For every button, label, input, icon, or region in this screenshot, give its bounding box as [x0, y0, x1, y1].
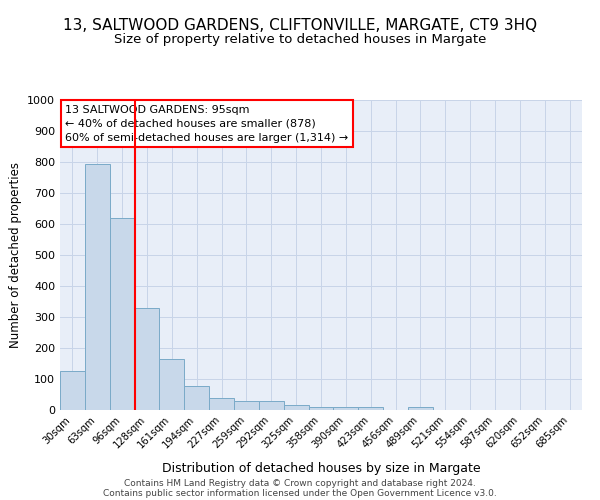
Bar	[209, 398, 234, 410]
Bar	[60, 371, 85, 410]
Bar	[234, 402, 259, 410]
Text: 13 SALTWOOD GARDENS: 95sqm
← 40% of detached houses are smaller (878)
60% of sem: 13 SALTWOOD GARDENS: 95sqm ← 40% of deta…	[65, 104, 349, 142]
Bar	[284, 406, 308, 410]
X-axis label: Distribution of detached houses by size in Margate: Distribution of detached houses by size …	[161, 462, 481, 474]
Text: Contains HM Land Registry data © Crown copyright and database right 2024.: Contains HM Land Registry data © Crown c…	[124, 478, 476, 488]
Bar	[134, 308, 160, 410]
Bar	[110, 218, 134, 410]
Y-axis label: Number of detached properties: Number of detached properties	[8, 162, 22, 348]
Text: Contains public sector information licensed under the Open Government Licence v3: Contains public sector information licen…	[103, 488, 497, 498]
Bar	[259, 402, 284, 410]
Bar	[408, 407, 433, 410]
Bar	[334, 407, 358, 410]
Bar	[85, 164, 110, 410]
Bar	[308, 407, 334, 410]
Bar	[160, 360, 184, 410]
Bar	[358, 407, 383, 410]
Text: Size of property relative to detached houses in Margate: Size of property relative to detached ho…	[114, 32, 486, 46]
Text: 13, SALTWOOD GARDENS, CLIFTONVILLE, MARGATE, CT9 3HQ: 13, SALTWOOD GARDENS, CLIFTONVILLE, MARG…	[63, 18, 537, 32]
Bar	[184, 386, 209, 410]
